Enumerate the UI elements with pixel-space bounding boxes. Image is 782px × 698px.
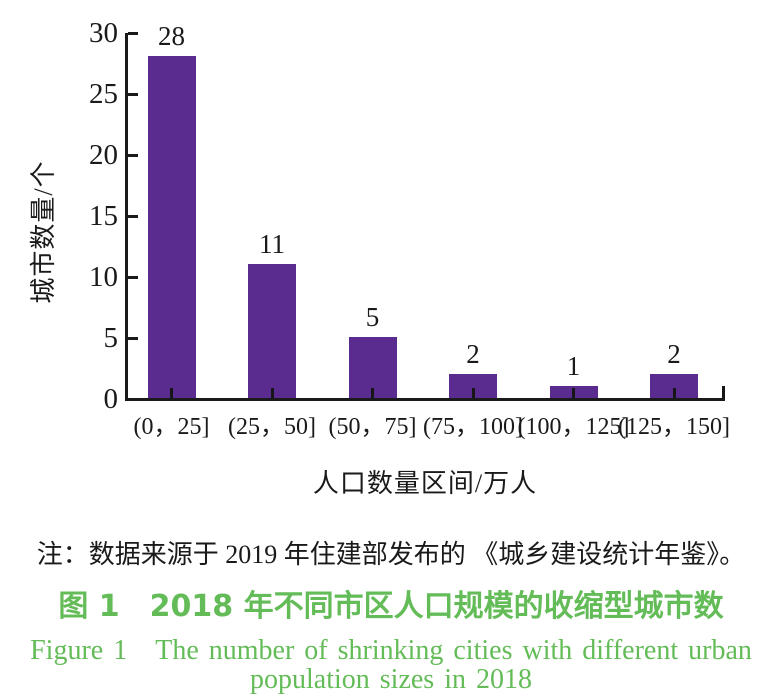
y-axis-title: 城市数量/个 xyxy=(29,160,58,304)
bar xyxy=(348,337,397,398)
y-tick-label: 30 xyxy=(89,17,118,49)
bar-value-label: 28 xyxy=(158,21,185,51)
x-category-label: (100，125] xyxy=(517,414,630,440)
y-tick xyxy=(128,92,138,96)
x-category-label: (0，25] xyxy=(133,414,210,440)
y-tick xyxy=(128,336,138,340)
figure-caption-en-line2: population sizes in 2018 xyxy=(250,664,532,695)
x-tick xyxy=(371,388,374,398)
y-tick xyxy=(128,153,138,157)
bar xyxy=(147,56,196,398)
x-axis-line xyxy=(125,398,725,401)
y-tick-label: 10 xyxy=(89,261,118,293)
x-category-label: (50，75] xyxy=(328,414,417,440)
x-tick xyxy=(471,388,475,398)
bar-value-label: 1 xyxy=(566,351,581,381)
figure-caption-en-line1: Figure 1 The number of shrinking cities … xyxy=(30,635,752,666)
y-tick xyxy=(128,31,138,35)
y-tick xyxy=(128,275,138,279)
y-axis-line xyxy=(125,33,128,401)
bar xyxy=(248,264,296,398)
y-tick-label: 0 xyxy=(103,383,119,415)
y-tick-label: 15 xyxy=(89,200,118,232)
figure-note: 注：数据来源于 2019 年住建部发布的 《城乡建设统计年鉴》。 xyxy=(36,540,746,569)
bar-value-label: 2 xyxy=(667,339,681,369)
x-axis-title: 人口数量区间/万人 xyxy=(312,469,538,498)
y-tick-label: 5 xyxy=(103,322,119,354)
y-tick xyxy=(128,214,138,218)
x-tick xyxy=(270,388,274,398)
x-axis-end-tick xyxy=(722,386,725,398)
x-tick xyxy=(170,388,173,398)
bar-value-label: 11 xyxy=(259,229,285,259)
x-category-label: (75，100] xyxy=(423,414,523,440)
y-tick-label: 20 xyxy=(89,139,118,171)
x-tick xyxy=(672,388,676,398)
x-tick xyxy=(572,388,575,398)
x-category-label: (125，150] xyxy=(618,414,730,440)
figure-caption-zh: 图 1 2018 年不同市区人口规模的收缩型城市数 xyxy=(58,589,724,624)
bar-value-label: 5 xyxy=(365,302,380,332)
x-category-label: (25，50] xyxy=(228,414,316,440)
y-tick-label: 25 xyxy=(89,78,118,110)
bar-value-label: 2 xyxy=(466,339,480,369)
